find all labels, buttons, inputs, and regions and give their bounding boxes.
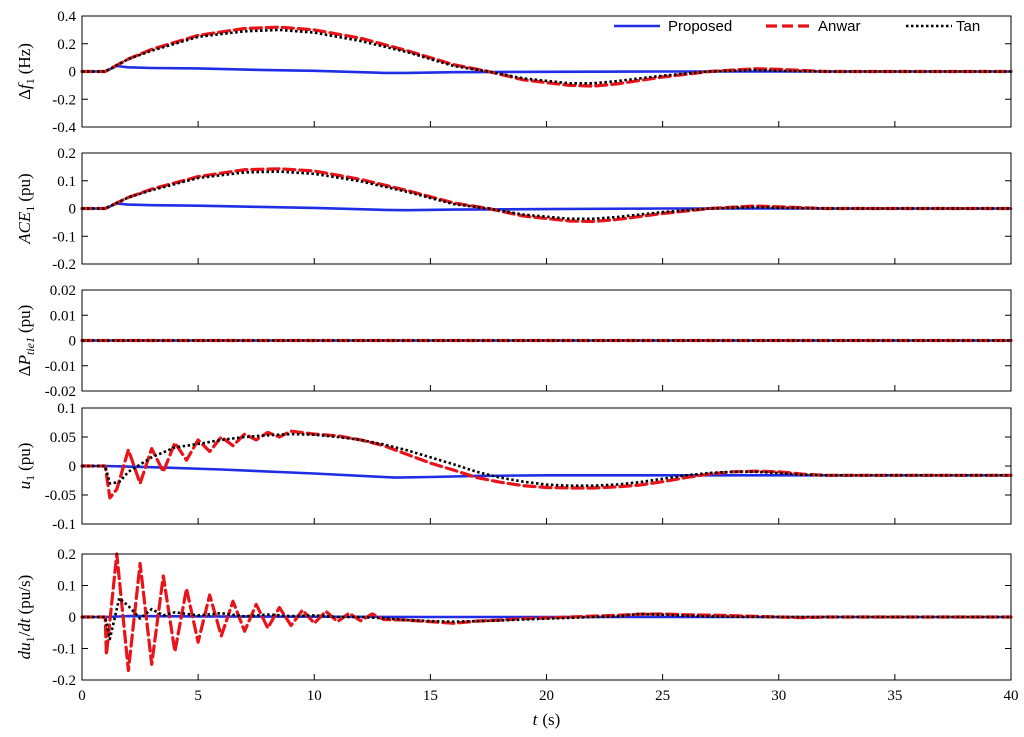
panel-5: 0.2 0.1 0 -0.1 -0.2 du1/dt(pu/s) xyxy=(15,547,1013,689)
x-axis: 0 5 10 15 20 25 30 35 40 t (s) xyxy=(78,688,1018,729)
y-tick-label: 0.2 xyxy=(57,146,76,162)
panel-frame xyxy=(81,289,1012,392)
series-proposed xyxy=(80,202,1013,212)
y-tick-label: 0 xyxy=(69,610,77,626)
x-tick-label: 30 xyxy=(771,688,786,704)
y-tick-label: -0.01 xyxy=(45,359,76,375)
y-tick-label: -0.2 xyxy=(52,257,76,273)
y-tick-label: -0.05 xyxy=(45,488,76,504)
y-tick-label: 0.1 xyxy=(57,401,76,417)
legend-label-tan: Tan xyxy=(956,18,980,35)
y-tick-label: 0.2 xyxy=(57,37,76,53)
panel-frame xyxy=(81,152,1012,265)
panel-2: 0.2 0.1 0 -0.1 -0.2 ACE1(pu) xyxy=(15,146,1013,273)
y-tick-label: 0 xyxy=(69,459,77,475)
y-tick-label: -0.1 xyxy=(52,642,76,658)
panel-4: 0.1 0.05 0 -0.05 -0.1 u1(pu) xyxy=(15,401,1013,533)
panels-group: 0.4 0.2 0 -0.2 -0.4 Δf1(Hz) 0.2 0.1 0 -0.1 -0.2 ACE… xyxy=(15,9,1013,689)
x-tick-label: 10 xyxy=(307,688,322,704)
x-tick-label: 5 xyxy=(194,688,202,704)
series-tan xyxy=(82,170,1011,221)
x-tick-label: 25 xyxy=(655,688,670,704)
y-tick-label: 0 xyxy=(69,65,77,81)
legend-label-anwar: Anwar xyxy=(818,18,861,35)
x-tick-label: 35 xyxy=(887,688,902,704)
x-tick-label: 0 xyxy=(78,688,86,704)
x-tick-label: 15 xyxy=(423,688,438,704)
y-tick-label: -0.02 xyxy=(45,384,76,400)
y-tick-label: -0.4 xyxy=(52,120,76,136)
y-tick-label: 0.2 xyxy=(57,547,76,563)
panel-frame xyxy=(81,407,1012,525)
y-tick-label: 0.02 xyxy=(50,283,76,299)
x-tick-label: 20 xyxy=(539,688,554,704)
y-axis-label: ACE1(pu) xyxy=(15,173,37,244)
series-anwar xyxy=(80,429,1013,500)
x-axis-label: t (s) xyxy=(533,710,561,729)
y-tick-label: -0.1 xyxy=(52,229,76,245)
series-proposed xyxy=(80,64,1013,75)
y-tick-label: 0.1 xyxy=(57,579,76,595)
series-tan xyxy=(82,28,1011,85)
y-axis-label: ΔPtie1(pu) xyxy=(15,305,37,377)
y-tick-label: -0.2 xyxy=(52,673,76,689)
y-tick-label: 0.01 xyxy=(50,308,76,324)
y-axis-label: du1/dt(pu/s) xyxy=(15,575,37,660)
y-tick-label: 0 xyxy=(69,334,77,350)
series-anwar xyxy=(80,552,1013,673)
y-tick-label: -0.1 xyxy=(52,517,76,533)
y-axis-label: Δf1(Hz) xyxy=(15,43,37,100)
y-axis-label: u1(pu) xyxy=(15,443,37,490)
panel-frame xyxy=(81,15,1012,128)
y-tick-label: -0.2 xyxy=(52,92,76,108)
legend: Proposed Anwar Tan xyxy=(614,18,980,35)
series-anwar xyxy=(80,25,1013,88)
y-tick-label: 0 xyxy=(69,202,77,218)
panel-frame xyxy=(81,553,1012,681)
panel-3: 0.02 0.01 0 -0.01 -0.02 ΔPtie1(pu) xyxy=(15,283,1013,400)
legend-label-proposed: Proposed xyxy=(668,18,732,35)
y-tick-label: 0.05 xyxy=(50,430,76,446)
series-tan xyxy=(82,432,1011,487)
y-tick-label: 0.1 xyxy=(57,174,76,190)
panel-1: 0.4 0.2 0 -0.2 -0.4 Δf1(Hz) xyxy=(15,9,1013,136)
x-tick-label: 40 xyxy=(1004,688,1019,704)
y-tick-label: 0.4 xyxy=(57,9,76,25)
series-anwar xyxy=(80,167,1013,224)
